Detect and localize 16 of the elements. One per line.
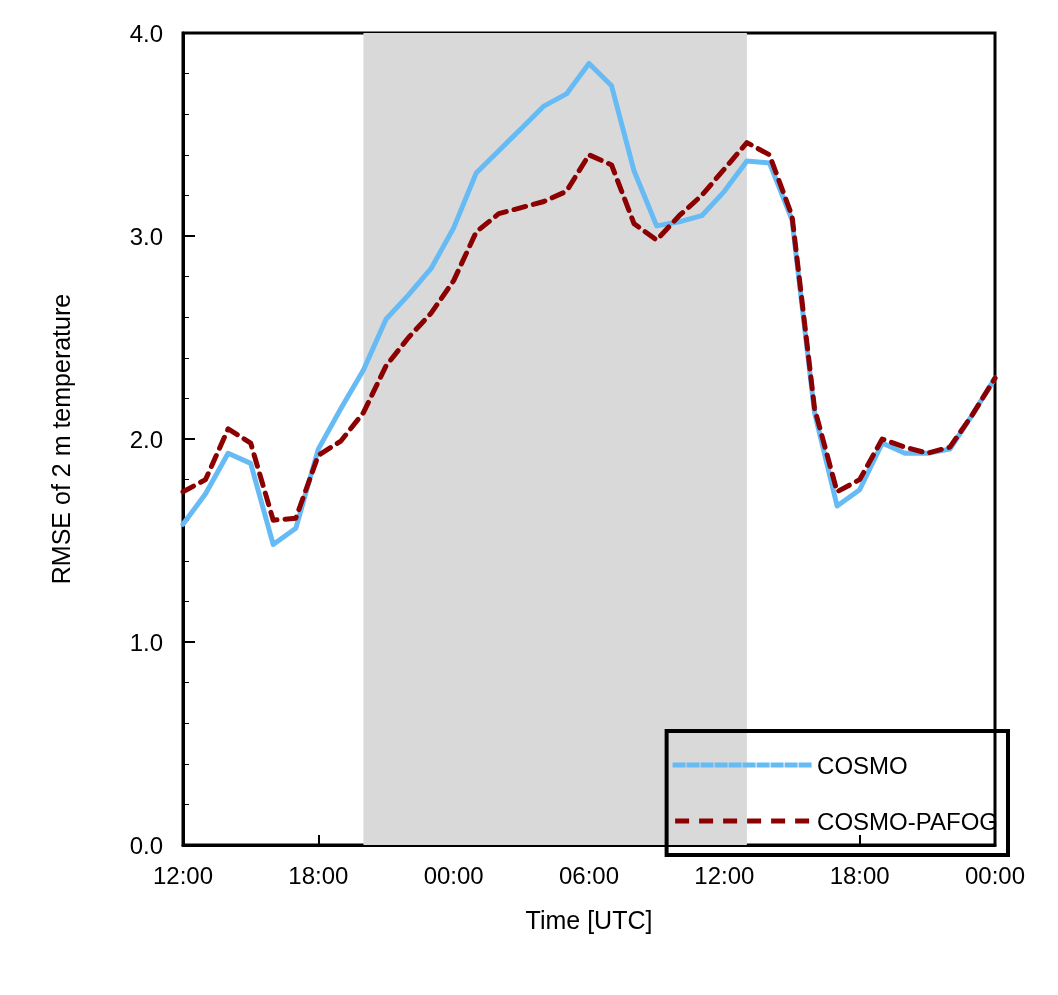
x-axis-title: Time [UTC] — [525, 905, 653, 934]
y-tick-label: 4.0 — [129, 19, 163, 47]
x-tick-label: 18:00 — [288, 861, 349, 889]
x-tick-label: 18:00 — [829, 861, 890, 889]
x-tick-label: 00:00 — [964, 861, 1026, 889]
legend-label: COSMO-PAFOG — [817, 807, 998, 835]
x-tick-label: 00:00 — [423, 861, 484, 889]
x-tick-label: 12:00 — [152, 861, 214, 889]
legend-label: COSMO — [817, 751, 908, 779]
y-tick-label: 3.0 — [129, 222, 163, 250]
x-tick-label: 12:00 — [694, 861, 755, 889]
x-tick-label: 06:00 — [558, 861, 620, 889]
y-tick-label: 2.0 — [129, 425, 163, 453]
y-tick-label: 0.0 — [129, 831, 163, 859]
y-axis-title: RMSE of 2 m temperature — [46, 293, 75, 585]
y-tick-label: 1.0 — [129, 628, 163, 656]
